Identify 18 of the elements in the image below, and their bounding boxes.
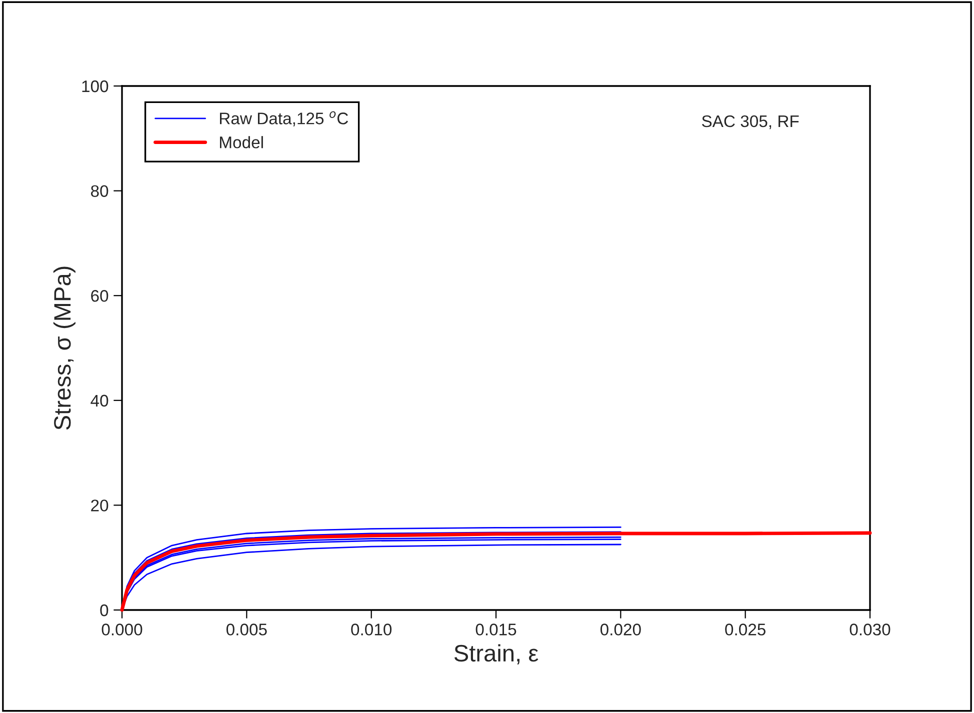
x-tick-label: 0.030: [850, 624, 890, 636]
x-tick-label: 0.000: [102, 624, 142, 636]
legend-label: Raw Data,125 $^{o}$C: [220, 111, 348, 126]
y-tick-label: 40: [90, 394, 108, 407]
x-tick-label: 0.015: [476, 624, 516, 636]
x-tick-label: 0.020: [600, 624, 641, 636]
y-tick-label: 80: [90, 185, 108, 198]
x-tick-label: 0.025: [725, 624, 766, 636]
x-axis-title: Strain, ε: [454, 644, 538, 664]
y-tick-label: 20: [91, 500, 108, 512]
y-tick-label: 100: [82, 80, 108, 92]
y-tick-label: 60: [91, 290, 108, 302]
annotation: SAC 305, RF: [702, 115, 799, 130]
x-tick-label: 0.005: [226, 624, 267, 636]
legend-label: Model: [220, 136, 263, 148]
x-tick-label: 0.010: [351, 624, 392, 636]
y-axis-title: Stress, σ (MPa): [53, 266, 76, 430]
y-tick-label: 0: [100, 604, 108, 616]
